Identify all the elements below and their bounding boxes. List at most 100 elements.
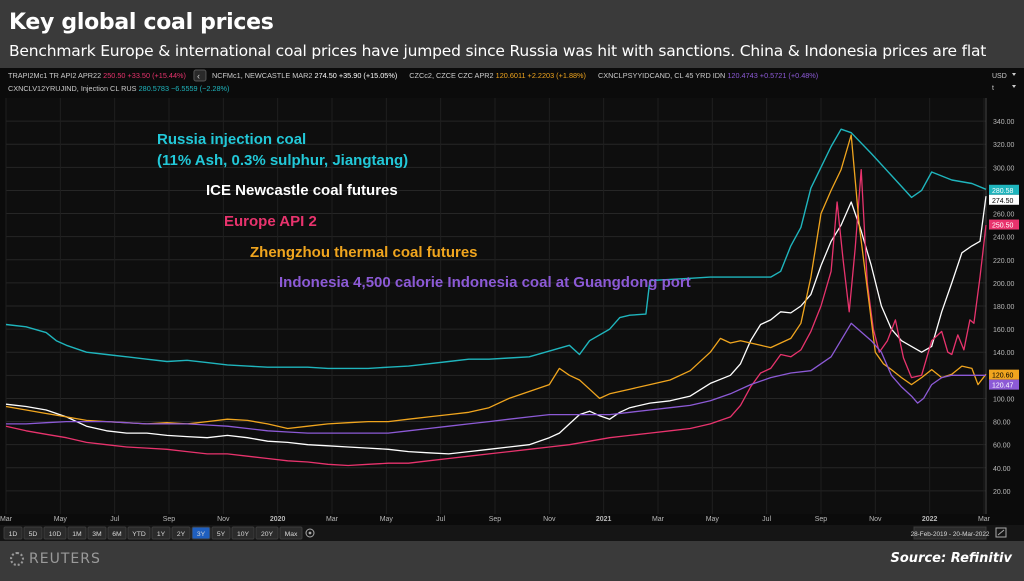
range-button[interactable]: [151, 526, 171, 540]
y-tick-label: 220.00: [993, 258, 1015, 265]
last-value-label: 120.60: [992, 373, 1014, 380]
x-tick-label: Sep: [163, 516, 176, 523]
last-value-label: 274.50: [992, 198, 1014, 205]
x-tick-label: Nov: [543, 516, 556, 523]
series-annotation: Zhengzhou thermal coal futures: [250, 244, 478, 261]
reuters-dots-icon: [10, 552, 24, 566]
last-value-tag: [989, 369, 1019, 380]
series-group: [5, 128, 987, 467]
legend-entry-segment: TRAPI2Mc1 TR API2 APR22: [8, 71, 103, 80]
range-button[interactable]: [211, 526, 231, 540]
y-tick-label: 240.00: [993, 235, 1015, 242]
y-tick-label: 300.00: [993, 165, 1015, 172]
legend-entry-segment: 120.4743 +0.5721 (+0.48%): [727, 71, 818, 80]
range-button-bar: 1D 5D 10D 1M 3M 6M YTD 1Y 2Y 3Y 5Y 10Y 20Y Max 28-Feb-…: [0, 525, 1024, 541]
x-tick-label: May: [54, 516, 68, 523]
range-button-label: 20Y: [261, 531, 274, 538]
last-value-tag: [989, 184, 1019, 195]
last-value-tag: [989, 379, 1019, 390]
x-tick-label: 2021: [596, 516, 612, 523]
x-tick-label: Mar: [978, 516, 991, 523]
legend-entry-segment: 274.50 +35.90 (+15.05%): [315, 71, 398, 80]
legend-entry-segment: 120.6011 +2.2203 (+1.88%): [496, 71, 586, 80]
collapse-legend-icon: ‹: [197, 71, 200, 81]
range-button-label: 3Y: [197, 531, 206, 538]
range-button[interactable]: [107, 526, 127, 540]
y-tick-label: 340.00: [993, 119, 1015, 126]
legend-entry[interactable]: TRAPI2Mc1 TR API2 APR22 250.50 +33.50 (+…: [8, 71, 186, 80]
range-button-label: 6M: [112, 531, 122, 538]
range-button-label: 10D: [49, 531, 62, 538]
legend-bar: TRAPI2Mc1 TR API2 APR22 250.50 +33.50 (+…: [8, 69, 818, 93]
range-button[interactable]: [87, 526, 107, 540]
range-button-label: 5Y: [217, 531, 226, 538]
legend-entry-segment: 250.50 +33.50 (+15.44%): [103, 71, 186, 80]
y-tick-label: 40.00: [993, 466, 1011, 473]
expand-icon[interactable]: [995, 527, 1007, 538]
range-button[interactable]: [23, 526, 43, 540]
legend-entry[interactable]: CXNCLPSYYIDCAND, CL 45 YRD IDN 120.4743 …: [598, 71, 818, 80]
x-tick-label: Jul: [110, 516, 119, 523]
range-button[interactable]: [171, 526, 191, 540]
date-range-box[interactable]: [913, 526, 987, 540]
series-annotation: (11% Ash, 0.3% sulphur, Jiangtang): [157, 152, 408, 169]
x-tick-label: May: [380, 516, 394, 523]
y-tick-label: 200.00: [993, 281, 1015, 288]
legend-entry-segment: 280.5783 −6.5559 (−2.28%): [139, 84, 230, 93]
range-button[interactable]: [255, 526, 279, 540]
y-tick-label: 80.00: [993, 420, 1011, 427]
line-chart[interactable]: TRAPI2Mc1 TR API2 APR22 250.50 +33.50 (+…: [0, 68, 1024, 541]
page-title: Key global coal prices: [9, 10, 274, 35]
currency-dropdown-icon: [1012, 73, 1016, 76]
x-tick-label: Sep: [489, 516, 502, 523]
range-button-label: Max: [285, 531, 298, 538]
legend-entry[interactable]: NCFMc1, NEWCASTLE MAR2 274.50 +35.90 (+1…: [212, 71, 397, 80]
last-value-label: 250.50: [992, 223, 1014, 230]
x-tick-label: Mar: [326, 516, 339, 523]
legend-entry-segment: CXNCLPSYYIDCAND, CL 45 YRD IDN: [598, 71, 727, 80]
source-label: Source: Refinitiv: [890, 551, 1012, 566]
chart-area: TRAPI2Mc1 TR API2 APR22 250.50 +33.50 (+…: [0, 68, 1024, 541]
range-button-label: 1Y: [157, 531, 166, 538]
x-tick-label: Nov: [869, 516, 882, 523]
legend-entry-segment: CZCc2, CZCE CZC APR2: [409, 71, 495, 80]
x-tick-label: Nov: [217, 516, 230, 523]
legend-entry[interactable]: CXNCLV12YRUJIND, Injection CL RUS 280.57…: [8, 84, 229, 93]
y-tick-label: 100.00: [993, 396, 1015, 403]
currency-selector[interactable]: USD: [992, 73, 1007, 80]
settings-gear-icon[interactable]: [305, 528, 315, 538]
series-line-1[interactable]: [5, 196, 987, 455]
unit-selector[interactable]: t: [992, 85, 994, 92]
range-button[interactable]: [279, 526, 303, 540]
last-value-tag: [989, 194, 1019, 205]
range-button[interactable]: [231, 526, 255, 540]
series-annotation: Russia injection coal: [157, 131, 306, 148]
range-button[interactable]: [127, 526, 151, 540]
range-button[interactable]: [191, 526, 211, 540]
collapse-legend-button[interactable]: [193, 69, 207, 82]
series-line-4[interactable]: [6, 322, 986, 434]
range-button[interactable]: [67, 526, 87, 540]
x-tick-label: Jul: [436, 516, 445, 523]
range-button[interactable]: [43, 526, 67, 540]
legend-entry-segment: CXNCLV12YRUJIND, Injection CL RUS: [8, 84, 139, 93]
y-tick-label: 320.00: [993, 142, 1015, 149]
series-line-3[interactable]: [5, 134, 987, 430]
x-tick-label: Jul: [762, 516, 771, 523]
page-subtitle: Benchmark Europe & international coal pr…: [9, 42, 987, 60]
range-button-label: 1D: [9, 531, 18, 538]
x-tick-label: 2022: [922, 516, 938, 523]
x-tick-label: May: [706, 516, 720, 523]
y-tick-label: 20.00: [993, 489, 1011, 496]
series-line-0[interactable]: [5, 128, 987, 370]
date-range-label: 28-Feb-2019 - 20-Mar-2022: [911, 531, 990, 538]
x-tick-label: Sep: [815, 516, 828, 523]
series-line-2[interactable]: [5, 168, 987, 467]
legend-entry-segment: NCFMc1, NEWCASTLE MAR2: [212, 71, 315, 80]
range-button-label: 2Y: [177, 531, 186, 538]
brand-label: REUTERS: [29, 551, 101, 567]
settings-gear-center-icon: [308, 531, 312, 535]
legend-entry[interactable]: CZCc2, CZCE CZC APR2 120.6011 +2.2203 (+…: [409, 71, 586, 80]
expand-icon-arrow: [997, 529, 1005, 536]
range-button[interactable]: [3, 526, 23, 540]
